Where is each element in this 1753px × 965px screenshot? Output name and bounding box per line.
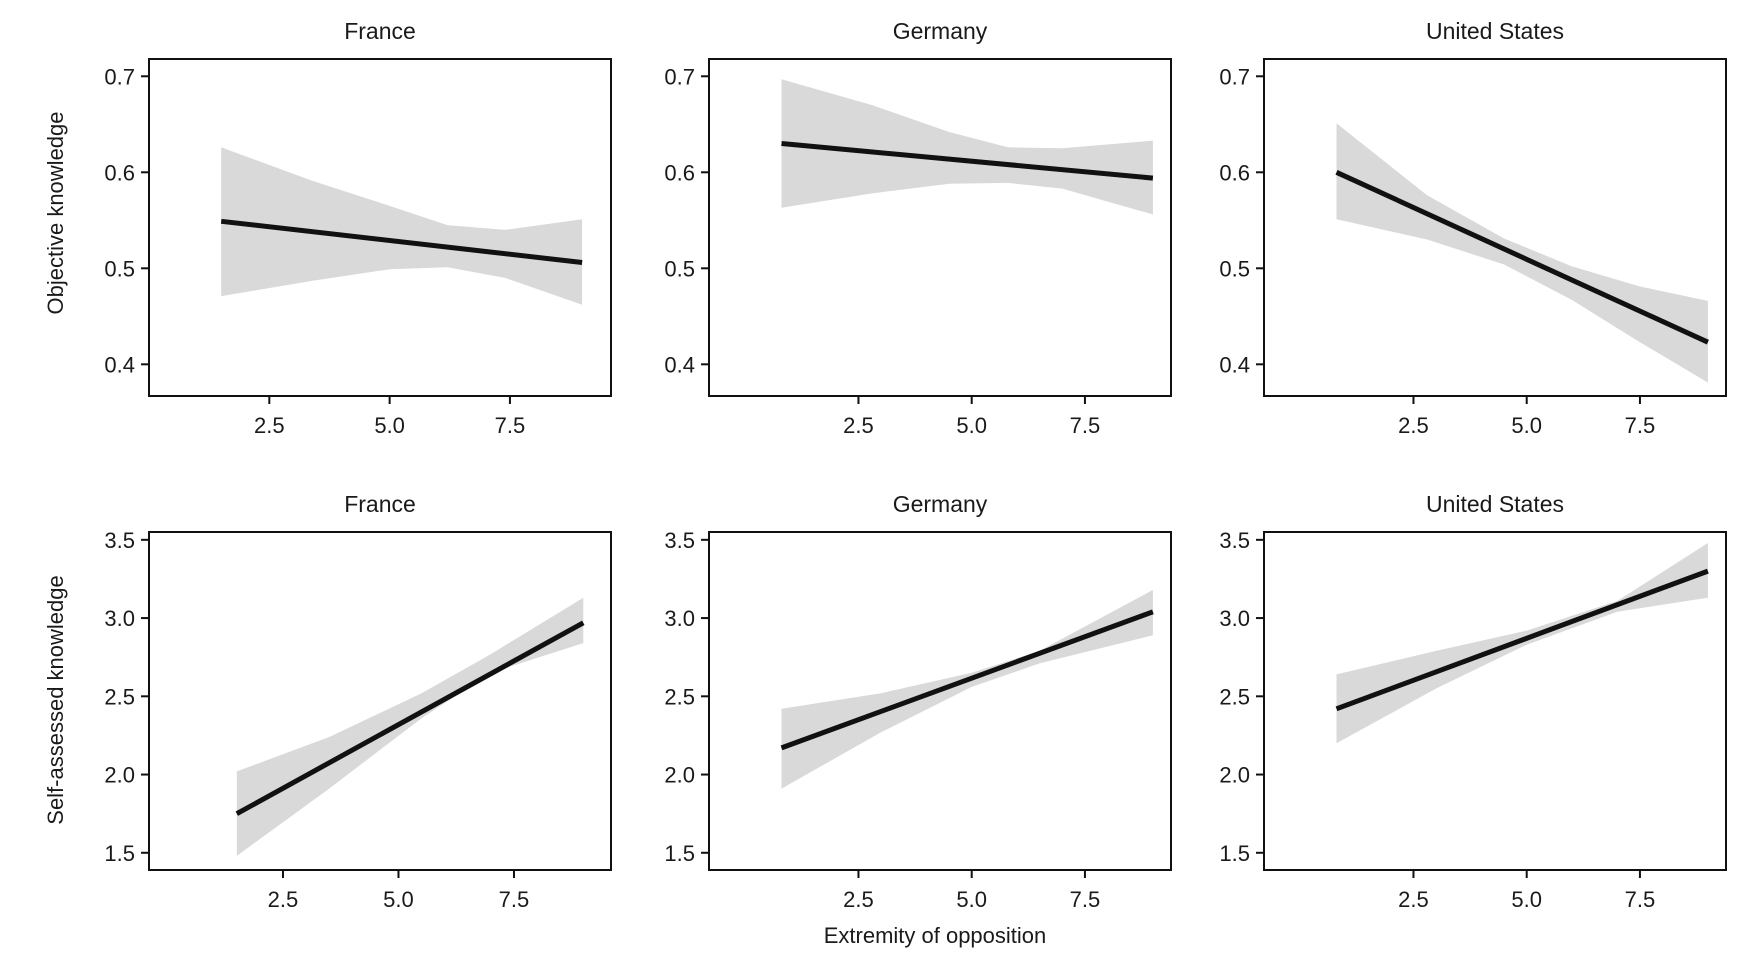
- x-tick-label: 5.0: [956, 887, 987, 912]
- y-tick-label: 1.5: [104, 841, 135, 866]
- y-tick-label: 3.0: [664, 606, 695, 631]
- confidence-band: [221, 147, 583, 305]
- x-tick-label: 5.0: [374, 413, 405, 438]
- panel-6: 2.5 5.0 7.5 1.5 2.0 2.5 3.0 3.5 United States: [1219, 491, 1727, 912]
- y-tick-label: 3.0: [1219, 606, 1250, 631]
- x-tick-label: 7.5: [1070, 887, 1101, 912]
- plot-frame: [148, 531, 612, 871]
- fit-line: [235, 620, 585, 816]
- panels: 2.5 5.0 7.5 0.4 0.5 0.6 0.7 France 2.5 5.0 7.5 0.4 0…: [104, 18, 1727, 912]
- plot-frame: [708, 531, 1172, 871]
- plot-frame: [708, 58, 1172, 397]
- x-tick-label: 2.5: [1398, 413, 1429, 438]
- y-tick-label: 0.5: [664, 256, 695, 281]
- y-tick-label: 2.5: [664, 684, 695, 709]
- x-tick-label: 7.5: [495, 413, 526, 438]
- fit-line: [1335, 568, 1709, 712]
- y-tick-label: 0.5: [104, 256, 135, 281]
- y-tick-label: 0.4: [104, 352, 135, 377]
- y-tick-label: 0.4: [1219, 352, 1250, 377]
- y-tick-label: 0.6: [664, 160, 695, 185]
- x-tick-label: 2.5: [268, 887, 299, 912]
- panel-3: 2.5 5.0 7.5 0.4 0.5 0.6 0.7 United States: [1219, 18, 1727, 438]
- y-tick-label: 0.6: [104, 160, 135, 185]
- x-tick-label: 7.5: [1070, 413, 1101, 438]
- y-tick-label: 3.5: [104, 528, 135, 553]
- plot-frame: [148, 58, 612, 397]
- plot-frame: [1263, 531, 1727, 871]
- plot-frame: [1263, 58, 1727, 397]
- x-tick-label: 5.0: [1511, 413, 1542, 438]
- y-tick-label: 1.5: [1219, 841, 1250, 866]
- fit-line: [780, 609, 1154, 751]
- x-tick-label: 2.5: [843, 887, 874, 912]
- fit-line: [1335, 170, 1709, 345]
- y-tick-label: 0.4: [664, 352, 695, 377]
- panel-title: Germany: [893, 491, 988, 517]
- x-tick-label: 7.5: [499, 887, 530, 912]
- panel-1: 2.5 5.0 7.5 0.4 0.5 0.6 0.7 France: [104, 18, 612, 438]
- panel-title: France: [344, 18, 416, 44]
- fit-line: [220, 218, 583, 265]
- panel-5: 2.5 5.0 7.5 1.5 2.0 2.5 3.0 3.5 Germany: [664, 491, 1172, 912]
- fit-line: [781, 141, 1154, 181]
- x-tick-label: 7.5: [1625, 887, 1656, 912]
- x-tick-label: 2.5: [1398, 887, 1429, 912]
- y-tick-label: 0.5: [1219, 256, 1250, 281]
- y-tick-label: 2.0: [104, 763, 135, 788]
- panel-title: Germany: [893, 18, 988, 44]
- x-axis-label: Extremity of opposition: [824, 923, 1047, 948]
- y-tick-label: 3.0: [104, 606, 135, 631]
- confidence-band: [781, 589, 1153, 789]
- x-tick-label: 5.0: [383, 887, 414, 912]
- y-tick-label: 1.5: [664, 841, 695, 866]
- y-tick-label: 2.0: [664, 763, 695, 788]
- y-tick-label: 0.7: [664, 64, 695, 89]
- confidence-band: [236, 597, 584, 856]
- confidence-band: [1336, 543, 1708, 744]
- y-tick-label: 0.6: [1219, 160, 1250, 185]
- panel-4: 2.5 5.0 7.5 1.5 2.0 2.5 3.0 3.5 France: [104, 491, 612, 912]
- y-tick-label: 0.7: [1219, 64, 1250, 89]
- panel-2: 2.5 5.0 7.5 0.4 0.5 0.6 0.7 Germany: [664, 18, 1172, 438]
- panel-title: France: [344, 491, 416, 517]
- panel-title: United States: [1426, 491, 1564, 517]
- x-tick-label: 2.5: [843, 413, 874, 438]
- x-tick-label: 5.0: [1511, 887, 1542, 912]
- x-tick-label: 2.5: [254, 413, 285, 438]
- y-tick-label: 0.7: [104, 64, 135, 89]
- confidence-band: [1336, 123, 1708, 383]
- y-tick-label: 3.5: [1219, 528, 1250, 553]
- panel-title: United States: [1426, 18, 1564, 44]
- x-tick-label: 7.5: [1625, 413, 1656, 438]
- y-tick-label: 2.5: [1219, 684, 1250, 709]
- row-label-self-assessed: Self-assessed knowledge: [43, 575, 68, 824]
- y-tick-label: 2.0: [1219, 763, 1250, 788]
- confidence-band: [781, 79, 1153, 215]
- y-tick-label: 2.5: [104, 684, 135, 709]
- x-tick-label: 5.0: [956, 413, 987, 438]
- row-label-objective: Objective knowledge: [43, 111, 68, 314]
- y-tick-label: 3.5: [664, 528, 695, 553]
